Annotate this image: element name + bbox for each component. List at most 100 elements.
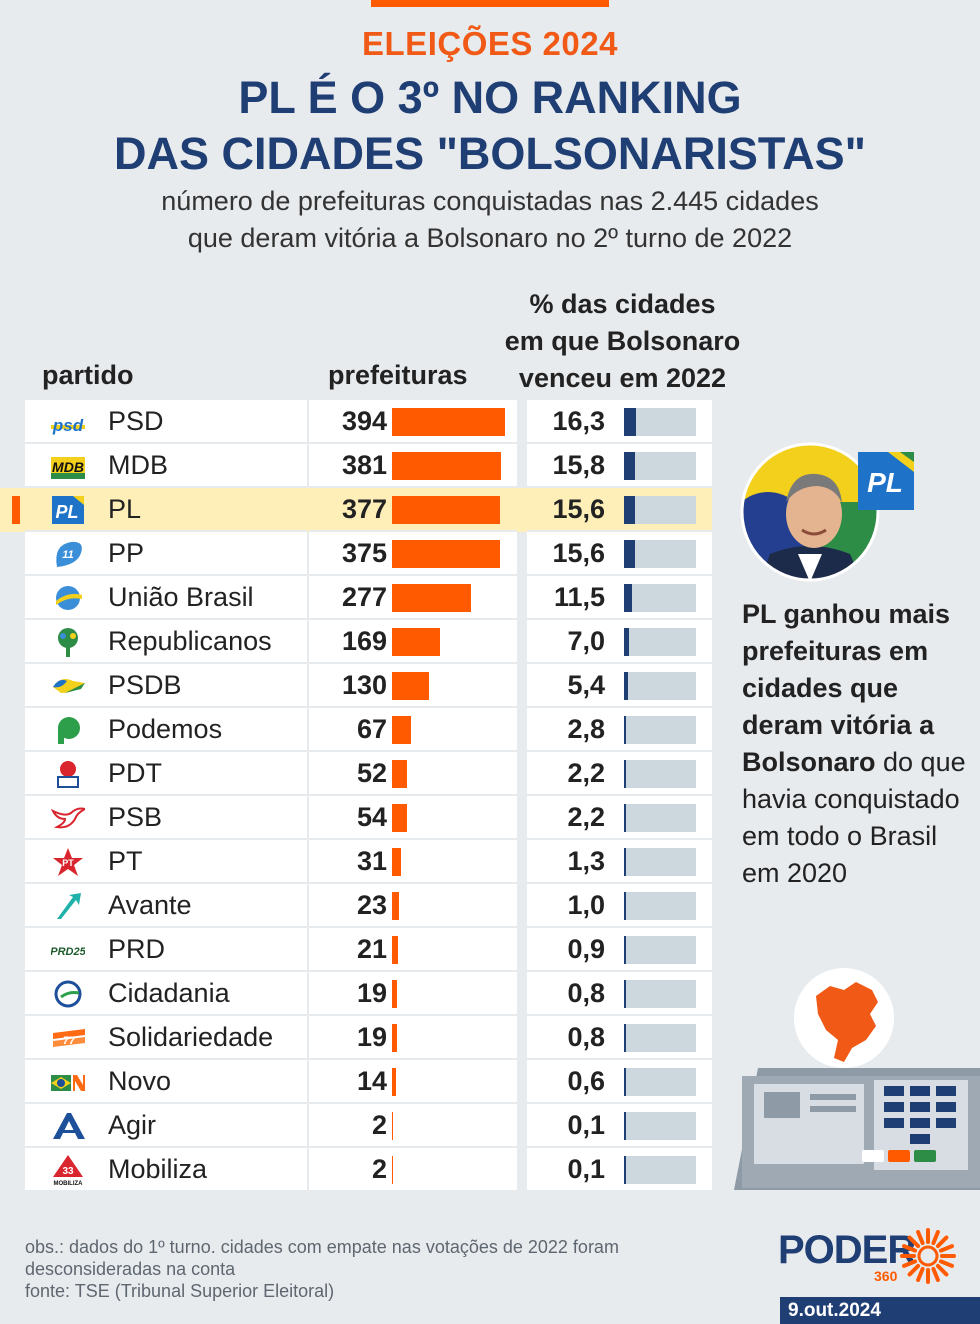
pct-bar <box>624 540 635 568</box>
prefeituras-cell: 130 <box>309 664 517 708</box>
prefeituras-value: 130 <box>341 670 387 700</box>
table-row: Agir 2 0,1 <box>0 1104 730 1148</box>
column-header-pct-line-3: venceu em 2022 <box>518 363 727 393</box>
prefeituras-value: 19 <box>356 978 387 1008</box>
prefeituras-value: 54 <box>356 802 387 832</box>
party-name: PSB <box>108 802 163 832</box>
pct-cell: 15,6 <box>527 488 712 532</box>
prefeituras-value: 169 <box>341 626 387 656</box>
uniao-brasil-logo-icon <box>56 586 82 610</box>
pct-bar <box>624 980 626 1008</box>
table-row: PDT 52 2,2 <box>0 752 730 796</box>
mobiliza-logo-icon: 33 MOBILIZA <box>53 1155 83 1185</box>
pp-logo-icon: 11 <box>56 541 82 567</box>
prefeituras-value: 377 <box>341 494 387 524</box>
brand-number: 360 <box>874 1268 898 1284</box>
footer-fonte: fonte: TSE (Tribunal Superior Eleitoral) <box>25 1281 335 1301</box>
party-name: Solidariedade <box>108 1022 274 1052</box>
prefeituras-cell: 2 <box>309 1148 517 1192</box>
prefeituras-cell: 2 <box>309 1104 517 1148</box>
party-name: PDT <box>108 758 162 788</box>
pct-bar-track <box>624 672 696 700</box>
pct-value: 0,9 <box>567 934 605 964</box>
pct-bar <box>624 848 626 876</box>
table-row: PSB 54 2,2 <box>0 796 730 840</box>
pct-bar <box>624 1156 626 1184</box>
pct-value: 1,0 <box>567 890 605 920</box>
pct-value: 1,3 <box>567 846 605 876</box>
subtitle: número de prefeituras conquistadas nas 2… <box>0 183 980 257</box>
party-cell: Novo <box>25 1060 307 1104</box>
pct-value: 15,6 <box>552 538 605 568</box>
svg-text:PL: PL <box>55 502 78 522</box>
svg-text:77: 77 <box>63 1035 76 1047</box>
cidadania-logo-icon <box>54 980 82 1008</box>
table-row: psd PSD 394 16,3 <box>0 400 730 444</box>
pct-bar-track <box>624 1112 696 1140</box>
table-row: 33 MOBILIZA Mobiliza 2 0,1 <box>0 1148 730 1192</box>
party-cell: Republicanos <box>25 620 307 664</box>
pct-value: 16,3 <box>552 406 605 436</box>
prefeituras-value: 52 <box>356 758 387 788</box>
pct-bar <box>624 804 626 832</box>
pct-cell: 5,4 <box>527 664 712 708</box>
prefeituras-cell: 67 <box>309 708 517 752</box>
svg-text:PRD25: PRD25 <box>51 946 85 958</box>
prefeituras-cell: 23 <box>309 884 517 928</box>
pdt-logo-icon <box>57 761 79 788</box>
party-name: PL <box>108 494 142 524</box>
pct-cell: 2,2 <box>527 752 712 796</box>
party-cell: PT PT <box>25 840 307 884</box>
pct-cell: 16,3 <box>527 400 712 444</box>
prefeituras-cell: 169 <box>309 620 517 664</box>
pct-value: 7,0 <box>567 626 605 656</box>
prd-logo-icon: PRD25 <box>51 943 85 958</box>
pct-bar <box>624 936 626 964</box>
prefeituras-value: 14 <box>356 1066 387 1096</box>
party-name: Novo <box>108 1066 172 1096</box>
pct-value: 2,8 <box>567 714 605 744</box>
pct-value: 0,8 <box>567 1022 605 1052</box>
pct-bar <box>624 408 636 436</box>
subtitle-line-2: que deram vitória a Bolsonaro no 2º turn… <box>187 223 793 253</box>
prefeituras-cell: 19 <box>309 972 517 1016</box>
party-name: PRD <box>108 934 166 964</box>
pct-value: 2,2 <box>567 802 605 832</box>
psdb-logo-icon <box>53 679 85 693</box>
svg-text:MDB: MDB <box>52 459 84 475</box>
party-cell: Agir <box>25 1104 307 1148</box>
party-name: PP <box>108 538 145 568</box>
prefeituras-bar <box>392 760 407 788</box>
party-cell: PSB <box>25 796 307 840</box>
pct-value: 0,8 <box>567 978 605 1008</box>
prefeituras-value: 277 <box>341 582 387 612</box>
prefeituras-value: 67 <box>356 714 387 744</box>
party-name: PSD <box>108 406 164 436</box>
table-row: 77 Solidariedade 19 0,8 <box>0 1016 730 1060</box>
prefeituras-cell: 54 <box>309 796 517 840</box>
prefeituras-bar <box>392 848 401 876</box>
sun-icon <box>900 1228 956 1284</box>
party-name: MDB <box>108 450 168 480</box>
pct-value: 11,5 <box>553 582 605 612</box>
table-row: Avante 23 1,0 <box>0 884 730 928</box>
prefeituras-value: 21 <box>356 934 387 964</box>
side-note: PL ganhou mais prefeituras em cidades qu… <box>742 596 972 892</box>
title-line-1: PL É O 3º NO RANKING <box>238 72 742 123</box>
prefeituras-value: 375 <box>341 538 387 568</box>
party-cell: MDB MDB <box>25 444 307 488</box>
party-cell: Avante <box>25 884 307 928</box>
prefeituras-bar <box>392 452 501 480</box>
agir-logo-icon <box>53 1113 85 1139</box>
prefeituras-value: 2 <box>371 1110 387 1140</box>
prefeituras-cell: 21 <box>309 928 517 972</box>
party-name: Republicanos <box>108 626 272 656</box>
side-note-rest: do que havia conquistado em todo o Brasi… <box>742 747 966 888</box>
footer-obs: obs.: dados do 1º turno. cidades com emp… <box>25 1237 619 1279</box>
pct-value: 0,1 <box>567 1110 605 1140</box>
prefeituras-bar <box>392 1024 397 1052</box>
pct-bar <box>624 672 628 700</box>
prefeituras-bar <box>392 1156 393 1184</box>
pct-bar-track <box>624 628 696 656</box>
svg-text:33: 33 <box>62 1166 74 1177</box>
